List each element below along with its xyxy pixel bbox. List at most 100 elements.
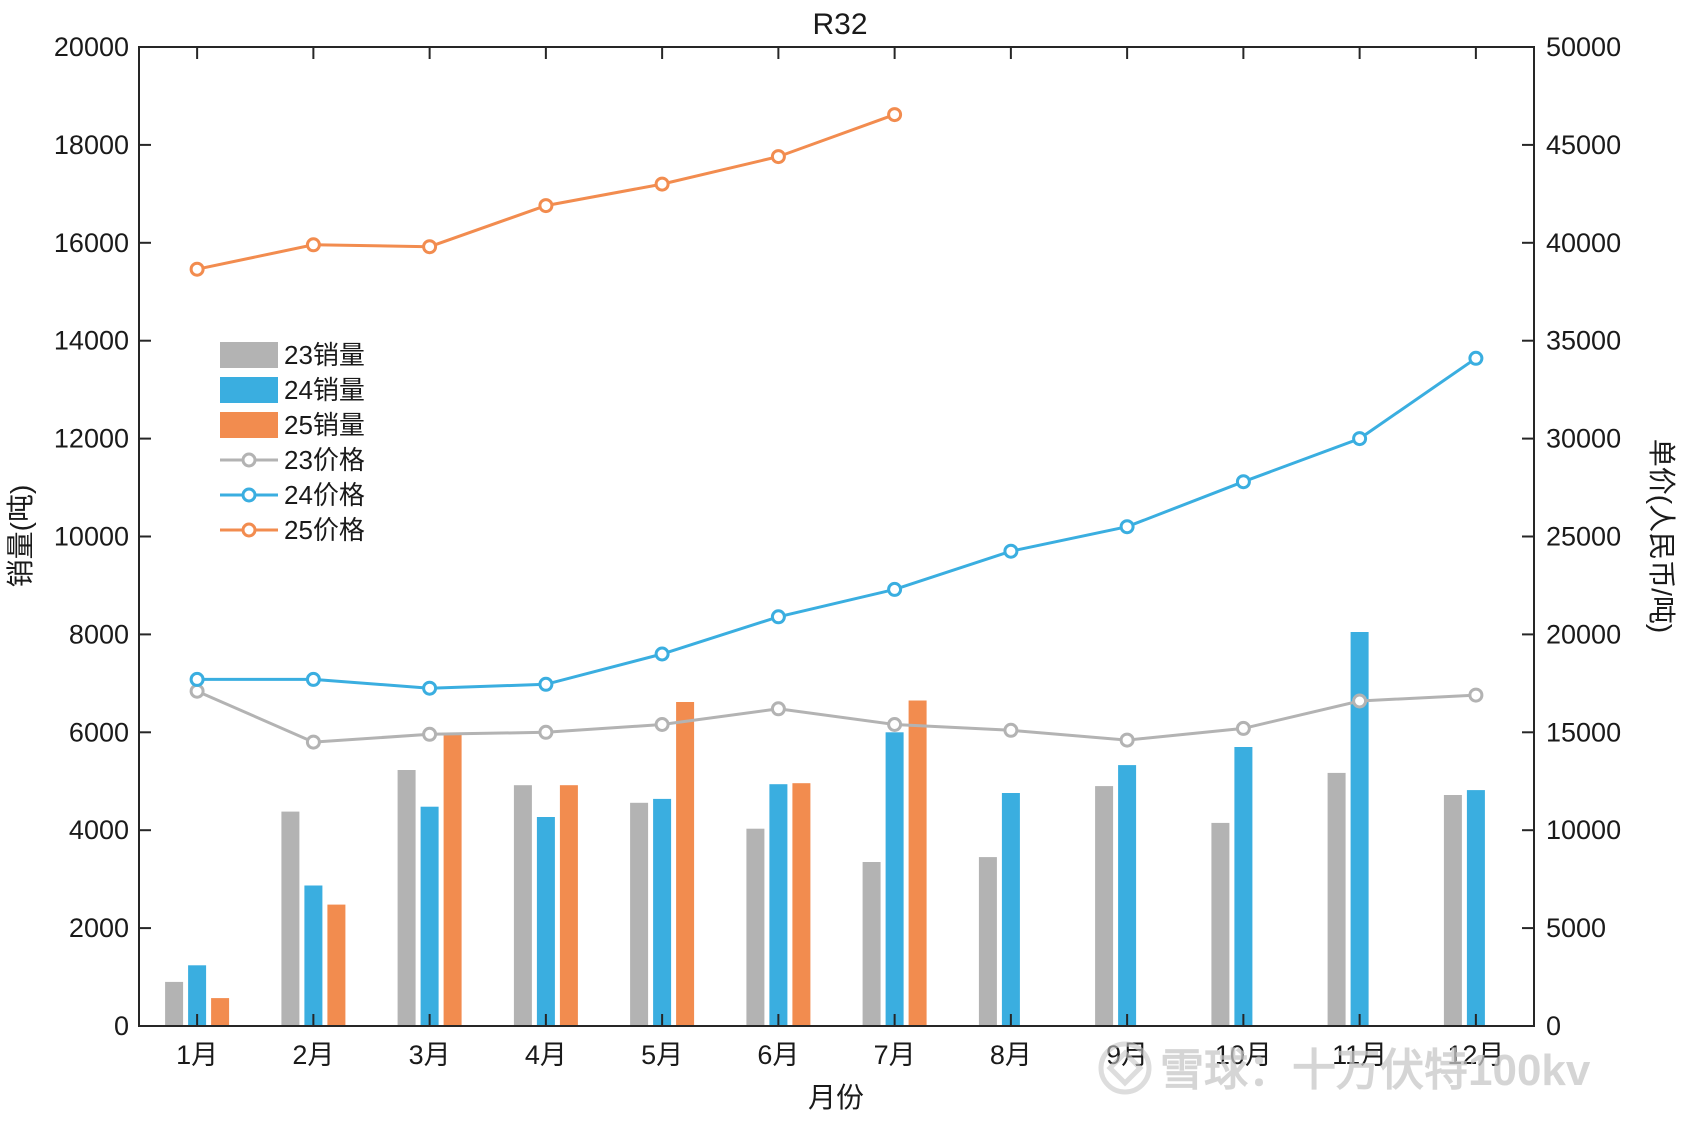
right-tick-label: 0 — [1546, 1011, 1561, 1041]
bar-24销量-8月 — [1001, 793, 1020, 1026]
x-axis-label: 月份 — [808, 1082, 864, 1113]
bar-25销量-4月 — [559, 785, 578, 1026]
bar-24销量-12月 — [1466, 790, 1485, 1026]
x-tick-label: 1月 — [176, 1040, 218, 1070]
line-24价格 — [197, 357, 1477, 690]
bar-25销量-3月 — [443, 734, 462, 1026]
x-tick-label: 5月 — [641, 1040, 683, 1070]
bar-25销量-7月 — [908, 700, 927, 1026]
left-tick-label: 10000 — [54, 522, 129, 552]
point-23价格-8月 — [1003, 722, 1019, 738]
x-tick-label: 3月 — [409, 1040, 451, 1070]
left-tick-label: 6000 — [69, 717, 129, 747]
left-tick-label: 14000 — [54, 326, 129, 356]
bar-24销量-11月 — [1350, 632, 1369, 1026]
point-25价格-4月 — [538, 198, 554, 214]
x-tick-label: 7月 — [874, 1040, 916, 1070]
legend-swatch-25销量 — [220, 412, 278, 438]
bar-25销量-6月 — [792, 783, 811, 1026]
bar-23销量-11月 — [1327, 772, 1346, 1026]
point-24价格-3月 — [422, 680, 438, 696]
right-y-axis-label: 单价(人民币/吨) — [1646, 439, 1677, 633]
point-23价格-2月 — [305, 734, 321, 750]
left-tick-label: 2000 — [69, 913, 129, 943]
legend-marker-25价格 — [241, 522, 257, 538]
bar-23销量-3月 — [397, 770, 416, 1026]
point-25价格-2月 — [305, 237, 321, 253]
x-tick-label: 4月 — [525, 1040, 567, 1070]
bar-24销量-7月 — [885, 732, 904, 1026]
point-24价格-4月 — [538, 676, 554, 692]
point-25价格-6月 — [770, 149, 786, 165]
x-tick-label: 10月 — [1215, 1040, 1272, 1070]
right-tick-label: 50000 — [1546, 32, 1621, 62]
bar-23销量-2月 — [281, 811, 300, 1026]
left-y-axis: 0 2000 4000 6000 8000 10000 12000 14000 16000 180… — [54, 32, 151, 1041]
point-23价格-11月 — [1352, 693, 1368, 709]
bar-24销量-3月 — [420, 806, 439, 1026]
point-23价格-6月 — [770, 701, 786, 717]
point-24价格-1月 — [189, 671, 205, 687]
bar-23销量-4月 — [513, 785, 532, 1026]
point-24价格-5月 — [654, 646, 670, 662]
left-y-axis-label: 销量(吨) — [5, 485, 36, 588]
legend-label: 24销量 — [284, 375, 365, 405]
point-24价格-8月 — [1003, 543, 1019, 559]
right-tick-label: 20000 — [1546, 619, 1621, 649]
bar-25销量-2月 — [327, 904, 346, 1026]
bar-23销量-8月 — [978, 857, 997, 1026]
left-tick-label: 20000 — [54, 32, 129, 62]
point-24价格-11月 — [1352, 431, 1368, 447]
point-25价格-5月 — [654, 176, 670, 192]
bar-23销量-9月 — [1095, 786, 1114, 1026]
point-24价格-7月 — [887, 581, 903, 597]
point-23价格-1月 — [189, 683, 205, 699]
right-tick-label: 45000 — [1546, 130, 1621, 160]
bar-layer — [165, 632, 1485, 1026]
point-25价格-3月 — [422, 239, 438, 255]
point-25价格-1月 — [189, 261, 205, 277]
right-tick-label: 30000 — [1546, 424, 1621, 454]
bar-24销量-6月 — [769, 784, 788, 1026]
left-tick-label: 12000 — [54, 424, 129, 454]
right-tick-label: 5000 — [1546, 913, 1606, 943]
bar-23销量-6月 — [746, 828, 765, 1026]
legend-swatch-24销量 — [220, 377, 278, 403]
legend: 23销量 24销量 25销量 23价格 24价格 25价格 — [220, 340, 365, 545]
bar-24销量-5月 — [653, 798, 672, 1026]
line-25价格 — [196, 113, 896, 271]
legend-label: 23销量 — [284, 340, 365, 370]
point-24价格-6月 — [770, 609, 786, 625]
bar-23销量-5月 — [630, 802, 649, 1026]
right-tick-label: 35000 — [1546, 326, 1621, 356]
bar-24销量-4月 — [536, 817, 555, 1026]
bar-23销量-1月 — [165, 981, 184, 1026]
bar-24销量-10月 — [1234, 747, 1253, 1026]
watermark-text: 雪球：十万伏特100kv — [1160, 1046, 1591, 1095]
point-23价格-12月 — [1468, 687, 1484, 703]
bar-23销量-7月 — [862, 862, 881, 1026]
bar-25销量-1月 — [211, 998, 230, 1026]
right-tick-label: 15000 — [1546, 717, 1621, 747]
point-23价格-9月 — [1119, 732, 1135, 748]
bar-23销量-12月 — [1443, 795, 1462, 1026]
legend-label: 23价格 — [284, 445, 365, 475]
point-24价格-9月 — [1119, 519, 1135, 535]
right-y-axis: 0 5000 10000 15000 20000 25000 30000 35000 40000… — [1522, 32, 1621, 1041]
x-tick-label: 8月 — [990, 1040, 1032, 1070]
x-tick-label: 2月 — [292, 1040, 334, 1070]
left-tick-label: 18000 — [54, 130, 129, 160]
bar-23销量-10月 — [1211, 822, 1230, 1026]
x-axis: 1月 2月 3月 4月 5月 6月 7月 8月 9月 10月 11月 12月 — [176, 47, 1504, 1070]
point-23价格-10月 — [1235, 720, 1251, 736]
point-23价格-4月 — [538, 724, 554, 740]
point-23价格-7月 — [887, 717, 903, 732]
bar-24销量-1月 — [188, 965, 207, 1026]
point-23价格-3月 — [422, 726, 438, 742]
right-tick-label: 10000 — [1546, 815, 1621, 845]
right-tick-label: 40000 — [1546, 228, 1621, 258]
bar-25销量-5月 — [676, 702, 695, 1026]
legend-label: 25价格 — [284, 515, 365, 545]
left-tick-label: 8000 — [69, 619, 129, 649]
